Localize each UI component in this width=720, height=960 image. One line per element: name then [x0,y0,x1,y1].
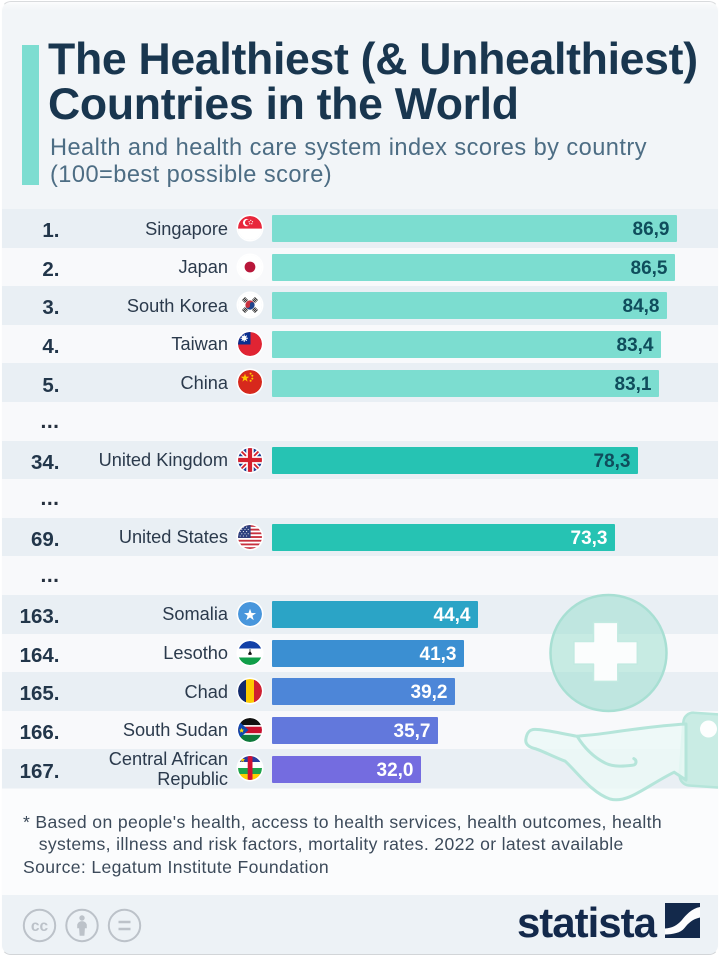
svg-text:cc: cc [31,918,49,935]
